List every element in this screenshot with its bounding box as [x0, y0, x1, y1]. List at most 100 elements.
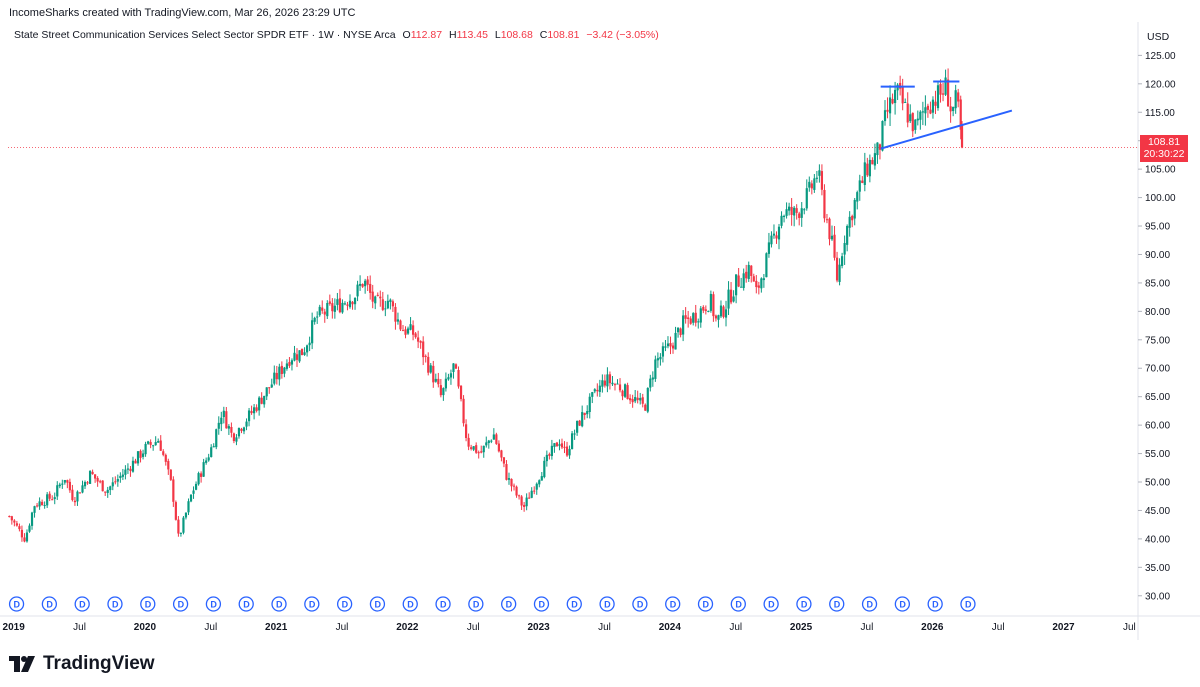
candle-body[interactable] — [634, 397, 637, 402]
candle-body[interactable] — [58, 484, 61, 487]
candle-body[interactable] — [338, 298, 342, 313]
candle-body[interactable] — [777, 226, 781, 240]
candle-body[interactable] — [863, 162, 866, 185]
candle-body[interactable] — [568, 448, 571, 456]
candle-body[interactable] — [911, 112, 914, 132]
dividend-badge-icon[interactable] — [566, 596, 582, 612]
candle-body[interactable] — [856, 192, 859, 202]
candle-body[interactable] — [952, 106, 955, 112]
candle-body[interactable] — [644, 404, 647, 411]
dividend-badge-icon[interactable] — [41, 596, 58, 612]
candle-body[interactable] — [429, 365, 432, 373]
candle-body[interactable] — [280, 365, 283, 375]
candle-body[interactable] — [129, 468, 132, 471]
candle-body[interactable] — [659, 356, 662, 360]
candle-body[interactable] — [618, 384, 622, 391]
candle-body[interactable] — [646, 387, 649, 412]
candle-body[interactable] — [406, 328, 410, 334]
candle-body[interactable] — [732, 296, 735, 302]
candle-body[interactable] — [676, 327, 680, 333]
candle-body[interactable] — [485, 442, 488, 446]
candle-body[interactable] — [909, 114, 912, 122]
dividend-badge-icon[interactable] — [435, 596, 451, 612]
candle-body[interactable] — [957, 92, 960, 102]
candle-body[interactable] — [533, 490, 536, 492]
candle-body[interactable] — [785, 209, 788, 216]
candle-body[interactable] — [613, 384, 617, 386]
candle-body[interactable] — [818, 170, 821, 176]
candle-body[interactable] — [454, 364, 458, 369]
candle-body[interactable] — [591, 392, 594, 397]
candle-body[interactable] — [141, 453, 145, 457]
candle-body[interactable] — [636, 397, 639, 401]
candle-body[interactable] — [384, 308, 387, 310]
candle-body[interactable] — [189, 494, 193, 502]
candle-body[interactable] — [765, 253, 768, 278]
candle-body[interactable] — [331, 303, 334, 312]
candle-body[interactable] — [520, 496, 523, 506]
candle-body[interactable] — [179, 532, 183, 534]
candle-body[interactable] — [851, 215, 854, 221]
candle-body[interactable] — [737, 275, 740, 287]
candle-body[interactable] — [876, 142, 879, 156]
dividend-badge-icon[interactable] — [8, 596, 25, 612]
candle-body[interactable] — [13, 520, 16, 523]
candle-body[interactable] — [750, 265, 753, 277]
candle-body[interactable] — [210, 447, 213, 457]
candle-body[interactable] — [656, 358, 659, 361]
candle-body[interactable] — [172, 479, 175, 502]
candle-body[interactable] — [593, 389, 596, 392]
candle-body[interactable] — [240, 428, 243, 431]
candle-body[interactable] — [523, 504, 526, 507]
candle-body[interactable] — [623, 384, 627, 397]
candle-body[interactable] — [694, 312, 697, 323]
dividend-badge-icon[interactable] — [304, 596, 320, 612]
candle-body[interactable] — [687, 317, 690, 319]
candle-body[interactable] — [459, 385, 463, 400]
candle-body[interactable] — [298, 350, 301, 362]
candle-body[interactable] — [712, 294, 715, 317]
candle-body[interactable] — [873, 153, 877, 166]
candle-body[interactable] — [843, 243, 846, 255]
candle-body[interactable] — [230, 426, 233, 433]
candle-body[interactable] — [555, 442, 559, 447]
candle-body[interactable] — [631, 399, 634, 403]
candle-body[interactable] — [225, 411, 228, 429]
candle-body[interactable] — [134, 460, 137, 464]
candle-body[interactable] — [729, 289, 733, 303]
candle-body[interactable] — [71, 489, 74, 501]
candle-body[interactable] — [510, 478, 513, 487]
candle-body[interactable] — [747, 264, 750, 279]
trendline-neckline[interactable] — [880, 109, 1013, 150]
candle-body[interactable] — [169, 469, 172, 480]
candle-body[interactable] — [215, 429, 218, 448]
candle-body[interactable] — [442, 388, 445, 396]
candle-body[interactable] — [94, 474, 97, 479]
candle-body[interactable] — [727, 289, 730, 309]
candle-body[interactable] — [833, 234, 836, 258]
candle-body[interactable] — [235, 437, 238, 442]
candle-body[interactable] — [596, 389, 599, 392]
candle-body[interactable] — [775, 235, 778, 239]
dividend-badge-icon[interactable] — [533, 596, 550, 612]
candle-body[interactable] — [147, 441, 150, 444]
candle-body[interactable] — [679, 328, 682, 336]
candle-body[interactable] — [462, 398, 465, 424]
candle-body[interactable] — [477, 452, 480, 454]
candle-body[interactable] — [689, 318, 692, 324]
candle-body[interactable] — [389, 299, 392, 302]
candle-body[interactable] — [828, 218, 831, 240]
candle-body[interactable] — [379, 296, 382, 299]
candle-body[interactable] — [740, 286, 743, 288]
candle-body[interactable] — [386, 300, 389, 309]
dividend-badge-icon[interactable] — [763, 596, 779, 612]
candle-body[interactable] — [767, 242, 771, 254]
candle-body[interactable] — [702, 306, 705, 311]
candle-body[interactable] — [202, 462, 205, 477]
candle-body[interactable] — [419, 341, 422, 343]
candle-body[interactable] — [492, 434, 495, 440]
candle-body[interactable] — [586, 410, 589, 415]
candle-body[interactable] — [104, 491, 107, 493]
candle-body[interactable] — [464, 424, 468, 438]
candle-body[interactable] — [343, 303, 347, 305]
